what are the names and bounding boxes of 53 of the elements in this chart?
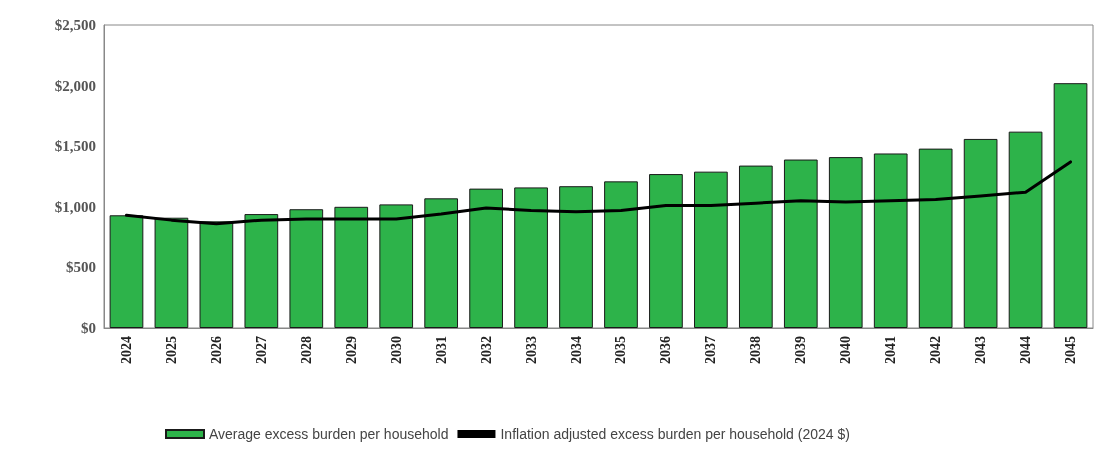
bar [1053,83,1088,328]
x-tick-label: 2026 [208,336,224,364]
x-tick-label: 2042 [928,336,944,364]
x-tick-label: 2043 [973,336,989,364]
legend-label: Inflation adjusted excess burden per household (2024 $) [500,426,850,442]
bar [873,153,908,328]
x-tick-label: 2034 [568,336,584,364]
x-tick-label: 2031 [433,336,449,364]
y-tick-label: $2,500 [54,17,96,33]
bar [918,148,953,328]
bar [828,157,863,328]
bar [379,204,414,328]
x-tick-label: 2032 [478,336,494,364]
x-tick-label: 2029 [343,336,359,364]
bar [289,209,324,328]
bar [738,165,773,328]
line-series [124,160,1073,226]
bar [604,181,638,328]
bar [244,214,279,328]
x-tick-label: 2041 [883,336,899,364]
bar [424,198,459,328]
y-tick-label: $1,500 [54,138,96,155]
x-tick-label: 2028 [298,336,314,364]
bar [649,174,683,328]
bar [109,215,144,328]
x-tick-label: 2025 [163,336,179,364]
x-tick-label: 2045 [1063,336,1079,364]
y-tick-label: $500 [66,259,96,276]
x-tick-label: 2038 [748,336,764,364]
bar [963,138,998,328]
bar [334,206,369,328]
y-tick-label: $1,000 [54,198,96,215]
bar [783,159,818,328]
bar [559,186,593,328]
bar [514,187,548,328]
x-tick-label: 2044 [1018,336,1034,364]
x-tick-label: 2036 [658,336,674,364]
x-tick-label: 2040 [838,336,854,364]
y-tick-label: $0 [81,320,96,336]
x-tick-label: 2039 [793,336,809,364]
y-tick-label: $2,000 [54,77,96,94]
x-tick-label: 2037 [703,336,719,364]
bar [469,188,503,328]
legend-label: Average excess burden per household [209,426,449,442]
x-tick-label: 2035 [613,336,629,364]
bar [1008,131,1043,328]
x-tick-label: 2033 [523,336,539,364]
bar [154,217,189,328]
bar [694,171,728,328]
x-tick-label: 2024 [118,336,134,364]
x-tick-label: 2027 [253,336,269,364]
bar [199,221,234,328]
x-tick-label: 2030 [388,336,404,364]
